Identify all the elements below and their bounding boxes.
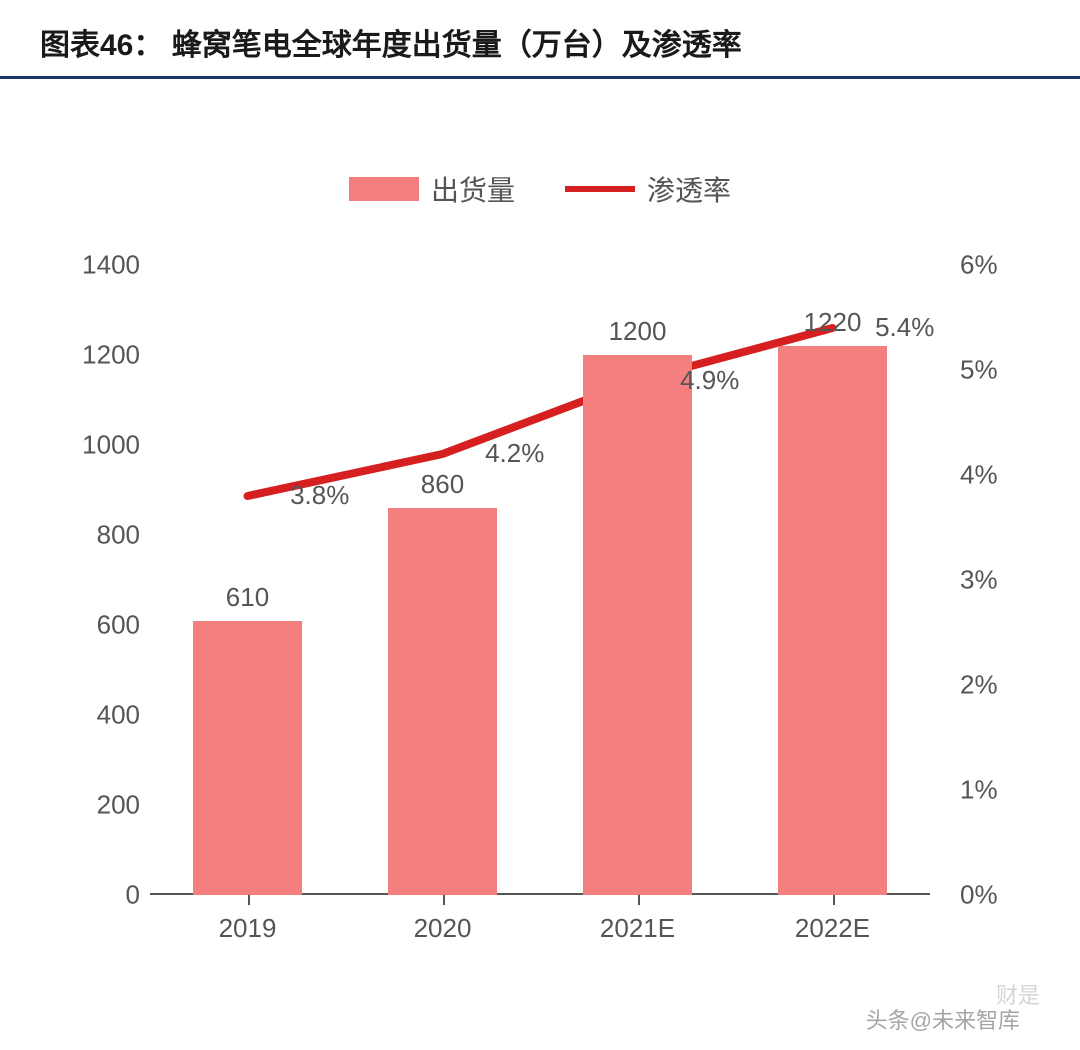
line-value-label: 4.2% bbox=[485, 438, 544, 469]
legend-item-line: 渗透率 bbox=[565, 169, 731, 209]
bar-value-label: 1220 bbox=[804, 307, 862, 338]
y-left-tick-label: 600 bbox=[70, 610, 140, 641]
y-right-tick-label: 4% bbox=[960, 460, 1030, 491]
bar-value-label: 610 bbox=[226, 582, 269, 613]
x-tick bbox=[833, 895, 835, 905]
x-axis: 2019 2020 2021E 2022E bbox=[150, 895, 930, 955]
y-left-tick-label: 800 bbox=[70, 520, 140, 551]
bar bbox=[583, 355, 692, 895]
bar-value-label: 1200 bbox=[609, 316, 667, 347]
x-tick-label: 2022E bbox=[795, 913, 870, 944]
x-tick-label: 2021E bbox=[600, 913, 675, 944]
y-left-tick-label: 1200 bbox=[70, 340, 140, 371]
bar bbox=[388, 508, 497, 895]
y-right-tick-label: 6% bbox=[960, 250, 1030, 281]
y-axis-right: 0%1%2%3%4%5%6% bbox=[940, 265, 1010, 895]
bar bbox=[778, 346, 887, 895]
x-tick bbox=[638, 895, 640, 905]
y-right-tick-label: 1% bbox=[960, 775, 1030, 806]
line-value-label: 3.8% bbox=[290, 480, 349, 511]
y-left-tick-label: 1400 bbox=[70, 250, 140, 281]
y-right-tick-label: 5% bbox=[960, 355, 1030, 386]
legend-line-label: 渗透率 bbox=[647, 169, 731, 209]
y-left-tick-label: 200 bbox=[70, 790, 140, 821]
bar bbox=[193, 621, 302, 896]
legend-bar-label: 出货量 bbox=[431, 169, 515, 209]
chart-title-bar: 图表46： 蜂窝笔电全球年度出货量（万台）及渗透率 bbox=[0, 0, 1080, 79]
chart-title: 图表46： 蜂窝笔电全球年度出货量（万台）及渗透率 bbox=[40, 20, 1040, 64]
y-right-tick-label: 0% bbox=[960, 880, 1030, 911]
bar-value-label: 860 bbox=[421, 469, 464, 500]
line-value-label: 4.9% bbox=[680, 365, 739, 396]
line-value-label: 5.4% bbox=[875, 312, 934, 343]
watermark: 头条@未来智库 bbox=[866, 1003, 1020, 1035]
y-left-tick-label: 0 bbox=[70, 880, 140, 911]
x-tick-label: 2020 bbox=[414, 913, 472, 944]
legend-swatch-line bbox=[565, 186, 635, 192]
plot-area: 6103.8%8604.2%12004.9%12205.4% bbox=[150, 265, 930, 895]
legend: 出货量 渗透率 bbox=[0, 169, 1080, 209]
x-tick bbox=[443, 895, 445, 905]
y-right-tick-label: 3% bbox=[960, 565, 1030, 596]
y-right-tick-label: 2% bbox=[960, 670, 1030, 701]
y-left-tick-label: 1000 bbox=[70, 430, 140, 461]
legend-swatch-bar bbox=[349, 177, 419, 201]
y-left-tick-label: 400 bbox=[70, 700, 140, 731]
legend-item-bar: 出货量 bbox=[349, 169, 515, 209]
x-tick bbox=[248, 895, 250, 905]
x-tick-label: 2019 bbox=[219, 913, 277, 944]
y-axis-left: 0200400600800100012001400 bbox=[70, 265, 140, 895]
